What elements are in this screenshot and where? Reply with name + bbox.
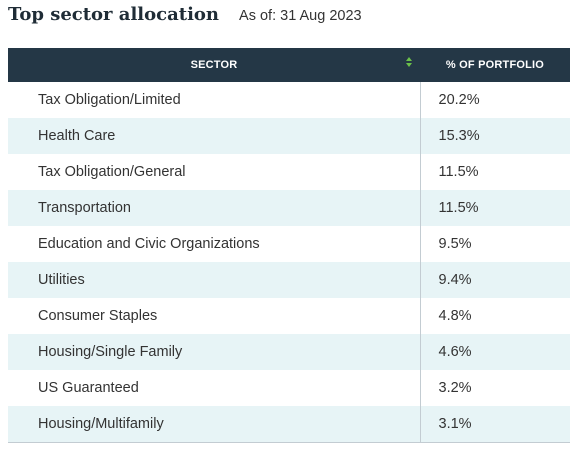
- percent-cell: 11.5%: [438, 200, 479, 216]
- table-header: SECTOR % OF PORTFOLIO: [8, 48, 570, 82]
- sector-cell: Transportation: [8, 190, 421, 226]
- table-row: Tax Obligation/Limited 20.2%: [8, 82, 570, 118]
- table-row: Transportation 11.5%: [8, 190, 570, 226]
- sector-cell: US Guaranteed: [8, 370, 421, 406]
- table-row: Utilities 9.4%: [8, 262, 570, 298]
- sector-cell: Tax Obligation/Limited: [8, 82, 421, 118]
- percent-cell: 9.4%: [438, 272, 472, 288]
- table-row: Education and Civic Organizations 9.5%: [8, 226, 570, 262]
- percent-cell: 11.5%: [438, 164, 479, 180]
- sector-cell: Tax Obligation/General: [8, 154, 421, 190]
- percent-cell: 4.6%: [438, 344, 472, 360]
- table-body: Tax Obligation/Limited 20.2% Health Care 1…: [8, 82, 570, 443]
- table-row: US Guaranteed 3.2%: [8, 370, 570, 406]
- column-header-sector[interactable]: SECTOR: [8, 48, 420, 82]
- sector-cell: Utilities: [8, 262, 421, 298]
- column-header-percent-label: % OF PORTFOLIO: [445, 59, 545, 71]
- percent-cell: 4.8%: [438, 308, 472, 324]
- sort-up-down-icon[interactable]: [406, 57, 412, 67]
- table-row: Housing/Multifamily 3.1%: [8, 406, 570, 443]
- percent-cell: 20.2%: [438, 92, 480, 108]
- sector-cell: Housing/Single Family: [8, 334, 421, 370]
- sector-cell: Health Care: [8, 118, 421, 154]
- column-header-sector-label: SECTOR: [190, 59, 238, 71]
- table-row: Health Care 15.3%: [8, 118, 570, 154]
- sector-cell: Education and Civic Organizations: [8, 226, 421, 262]
- percent-cell: 9.5%: [438, 236, 472, 252]
- sector-allocation-table: SECTOR % OF PORTFOLIO Tax Obligation/Lim…: [8, 48, 570, 443]
- table-row: Tax Obligation/General 11.5%: [8, 154, 570, 190]
- table-header-row: SECTOR % OF PORTFOLIO: [8, 48, 570, 82]
- percent-cell: 3.1%: [420, 406, 570, 443]
- table-row: Consumer Staples 4.8%: [8, 298, 570, 334]
- column-header-percent[interactable]: % OF PORTFOLIO: [420, 48, 570, 82]
- percent-cell: 3.2%: [438, 380, 472, 396]
- section-header: Top sector allocation As of: 31 Aug 2023: [8, 4, 362, 25]
- percent-cell: 15.3%: [438, 128, 480, 144]
- sector-cell: Housing/Multifamily: [8, 406, 421, 443]
- as-of-date: As of: 31 Aug 2023: [239, 8, 362, 24]
- table-row: Housing/Single Family 4.6%: [8, 334, 570, 370]
- section-title: Top sector allocation: [8, 4, 220, 25]
- sector-cell: Consumer Staples: [8, 298, 421, 334]
